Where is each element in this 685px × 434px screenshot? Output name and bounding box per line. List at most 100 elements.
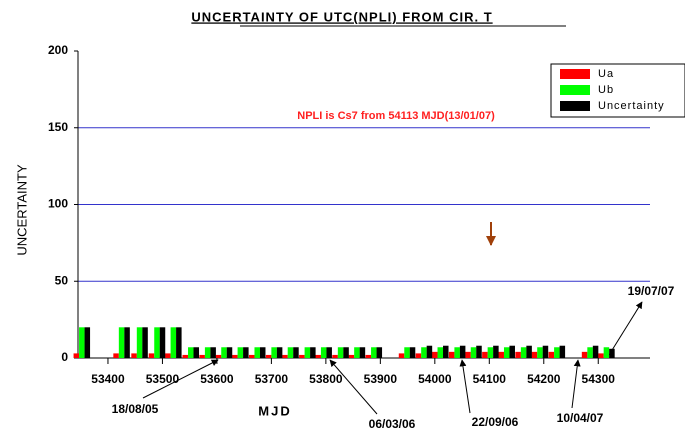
x-tick-label: 54000 [418,372,452,386]
bar [113,353,119,358]
legend-swatch [560,85,590,95]
bar [421,347,427,358]
arrow [571,359,581,409]
bar [248,354,255,358]
x-tick-label: 53400 [91,372,125,386]
bar [170,327,177,358]
bar [176,327,182,358]
bar [498,351,504,358]
bar [398,353,405,358]
bar [254,347,260,358]
bar [148,353,155,358]
bar [509,345,515,358]
bar [520,347,527,358]
bar [259,347,266,358]
annotation: 19/07/07 [628,284,675,298]
bar [282,354,288,358]
bar [415,353,422,358]
arrow [142,359,219,399]
bar [409,347,416,358]
bar [581,351,588,358]
y-tick-label: 150 [48,120,68,134]
bar [136,327,143,358]
arrow [459,359,471,414]
bar [365,354,372,358]
x-tick-label: 54100 [473,372,507,386]
x-tick-label: 53700 [255,372,289,386]
bar [199,354,205,358]
bar [432,351,438,358]
bar [237,347,244,358]
y-tick-label: 100 [48,197,68,211]
bar [482,351,488,358]
bar [320,347,327,358]
legend-swatch [560,101,590,111]
bar [470,347,477,358]
bar [304,347,311,358]
bar [221,347,227,358]
x-tick-label: 54200 [527,372,561,386]
bar [315,354,321,358]
bar [487,347,494,358]
bar [131,353,137,358]
x-tick-label: 54300 [582,372,616,386]
y-tick-label: 50 [55,273,69,287]
x-tick-label: 53600 [200,372,234,386]
bar [188,347,194,358]
bar [348,354,355,358]
bar [165,353,171,358]
bar [265,354,272,358]
bar [293,347,299,358]
x-axis-label: MJD [258,403,291,418]
x-tick-label: 53900 [364,372,398,386]
bar [459,345,466,358]
bar [493,345,499,358]
bar [310,347,316,358]
bar [554,347,560,358]
bar [371,347,377,358]
bar [332,354,338,358]
bar [537,347,543,358]
x-tick-label: 53800 [309,372,343,386]
annotation: 18/08/05 [112,402,159,416]
bar [376,347,383,358]
bar [326,347,332,358]
bar [559,345,566,358]
bar [526,345,532,358]
legend-label: Ua [598,68,614,80]
bar [465,351,471,358]
chart-title: UNCERTAINTY OF UTC(NPLI) FROM CIR. T [191,9,492,24]
bar [587,347,593,358]
legend-label: Ub [598,84,614,96]
bar [204,347,211,358]
bar [542,345,549,358]
annotation: 22/09/06 [472,415,519,429]
bar [531,351,538,358]
bar [287,347,294,358]
bar [603,347,610,358]
bar [503,347,510,358]
annotation: 10/04/07 [557,411,604,425]
bar [193,347,200,358]
bar [243,347,249,358]
bar [359,347,366,358]
bar [437,347,444,358]
bar [118,327,125,358]
annotation: NPLI is Cs7 from 54113 MJD(13/01/07) [297,110,495,122]
bar [426,345,433,358]
arrow [608,301,643,356]
bar [210,347,216,358]
y-axis-label: UNCERTAINTY [14,164,29,256]
bar [404,347,410,358]
bar [337,347,344,358]
bar [454,347,460,358]
bar [443,345,449,358]
bar [79,327,85,358]
bar [548,351,555,358]
bar [609,348,615,358]
bar [343,347,349,358]
bar [215,354,222,358]
bar [182,354,189,358]
bar [592,345,599,358]
bar [84,327,91,358]
